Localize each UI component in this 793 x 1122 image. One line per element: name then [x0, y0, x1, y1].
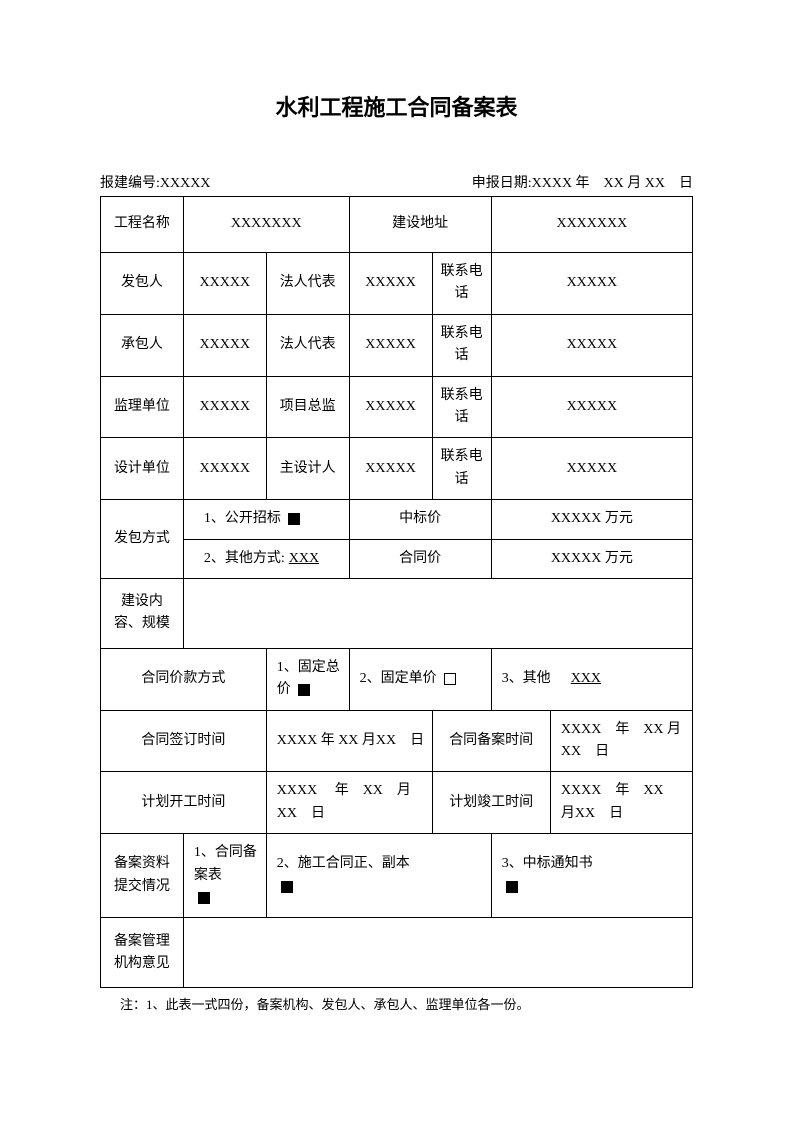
method-option1: 1、公开招标	[183, 500, 349, 539]
end-time-label: 计划竣工时间	[432, 772, 550, 834]
sign-time-label: 合同签订时间	[101, 710, 267, 772]
submit-item1: 1、合同备案表	[183, 834, 266, 918]
checkbox-filled-icon	[298, 684, 310, 696]
price-opt2: 2、固定单价	[349, 648, 491, 710]
header-line: 报建编号:XXXXX 申报日期:XXXX 年 XX 月 XX 日	[100, 172, 693, 192]
sign-time-value: XXXX 年 XX 月XX 日	[266, 710, 432, 772]
footnote: 注：1、此表一式四份，备案机构、发包人、承包人、监理单位各一份。	[100, 994, 693, 1013]
checkbox-filled-icon	[281, 881, 293, 893]
designer-label: 主设计人	[266, 438, 349, 500]
contractor-label: 承包人	[101, 314, 184, 376]
issuer-value: XXXXX	[183, 253, 266, 315]
record-table: 工程名称 XXXXXXX 建设地址 XXXXXXX 发包人 XXXXX 法人代表…	[100, 196, 693, 988]
legal-value: XXXXX	[349, 253, 432, 315]
address-value: XXXXXXX	[491, 197, 692, 253]
bid-price-label: 中标价	[349, 500, 491, 539]
checkbox-filled-icon	[506, 881, 518, 893]
phone-label-2: 联系电话	[432, 253, 491, 315]
end-time-value: XXXX 年 XX 月XX 日	[550, 772, 692, 834]
content-value	[183, 578, 692, 648]
phone-label-4: 联系电话	[432, 376, 491, 438]
opinion-value	[183, 918, 692, 988]
supervisor-value: XXXXX	[183, 376, 266, 438]
price-opt3: 3、其他XXX	[491, 648, 692, 710]
design-label: 设计单位	[101, 438, 184, 500]
price-opt1: 1、固定总价	[266, 648, 349, 710]
director-value: XXXXX	[349, 376, 432, 438]
submit-item3: 3、中标通知书	[491, 834, 692, 918]
phone-value-3: XXXXX	[491, 314, 692, 376]
phone-label-5: 联系电话	[432, 438, 491, 500]
submit-item2: 2、施工合同正、副本	[266, 834, 491, 918]
price-method-label: 合同价款方式	[101, 648, 267, 710]
report-no-value: XXXXX	[160, 176, 211, 191]
checkbox-empty-icon	[444, 673, 456, 685]
report-no-label: 报建编号:	[100, 176, 160, 191]
issuer-label: 发包人	[101, 253, 184, 315]
project-name-value: XXXXXXX	[183, 197, 349, 253]
contract-price-value: XXXXX 万元	[491, 539, 692, 578]
start-time-value: XXXX 年 XX 月XX 日	[266, 772, 432, 834]
project-name-label: 工程名称	[101, 197, 184, 253]
method-option2: 2、其他方式:XXX	[183, 539, 349, 578]
checkbox-filled-icon	[288, 513, 300, 525]
phone-label-3: 联系电话	[432, 314, 491, 376]
contractor-value: XXXXX	[183, 314, 266, 376]
address-label: 建设地址	[349, 197, 491, 253]
report-date-value: XXXX 年 XX 月 XX 日	[532, 176, 693, 191]
start-time-label: 计划开工时间	[101, 772, 267, 834]
contract-price-label: 合同价	[349, 539, 491, 578]
phone-value-4: XXXXX	[491, 376, 692, 438]
opinion-label: 备案管理机构意见	[101, 918, 184, 988]
record-time-value: XXXX 年 XX 月XX 日	[550, 710, 692, 772]
checkbox-filled-icon	[198, 892, 210, 904]
phone-value-5: XXXXX	[491, 438, 692, 500]
content-label: 建设内容、规模	[101, 578, 184, 648]
legal-label-3: 法人代表	[266, 314, 349, 376]
method-label: 发包方式	[101, 500, 184, 579]
report-date-label: 申报日期:	[472, 176, 532, 191]
supervisor-label: 监理单位	[101, 376, 184, 438]
director-label: 项目总监	[266, 376, 349, 438]
legal-label: 法人代表	[266, 253, 349, 315]
design-value: XXXXX	[183, 438, 266, 500]
submit-label: 备案资料提交情况	[101, 834, 184, 918]
page-title: 水利工程施工合同备案表	[100, 90, 693, 122]
record-time-label: 合同备案时间	[432, 710, 550, 772]
legal-value-3: XXXXX	[349, 314, 432, 376]
bid-price-value: XXXXX 万元	[491, 500, 692, 539]
phone-value-2: XXXXX	[491, 253, 692, 315]
designer-value: XXXXX	[349, 438, 432, 500]
